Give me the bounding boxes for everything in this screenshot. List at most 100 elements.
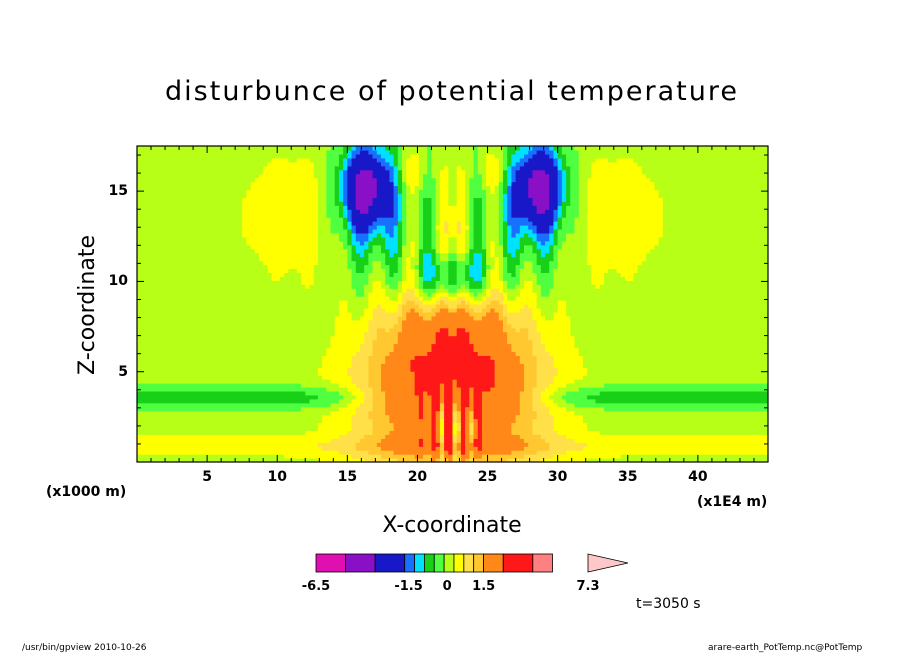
contour-cell <box>519 307 534 313</box>
contour-cell <box>431 418 437 424</box>
contour-cell <box>507 209 512 214</box>
contour-cell <box>418 217 424 222</box>
contour-cell <box>553 213 559 218</box>
contour-cell <box>498 193 504 198</box>
contour-cell <box>364 335 378 341</box>
contour-cell <box>267 161 315 167</box>
contour-cell <box>334 331 365 337</box>
contour-cell <box>570 185 580 191</box>
contour-cell <box>418 189 437 194</box>
contour-cell <box>502 248 508 254</box>
contour-cell <box>137 244 252 250</box>
contour-cell <box>402 161 407 167</box>
contour-cell <box>524 260 534 266</box>
contour-cell <box>439 185 449 191</box>
contour-cell <box>549 292 768 297</box>
contour-cell <box>448 165 458 171</box>
contour-cell <box>557 177 563 183</box>
contour-cell <box>452 410 458 416</box>
contour-cell <box>406 217 420 222</box>
contour-cell <box>465 236 470 242</box>
contour-cell <box>330 228 348 234</box>
contour-cell <box>372 426 395 431</box>
contour-cell <box>364 284 374 289</box>
colorbar-swatch <box>315 553 346 573</box>
contour-cell <box>549 201 559 206</box>
contour-cell <box>347 153 353 159</box>
contour-cell <box>507 256 521 262</box>
contour-cell <box>473 307 483 313</box>
contour-cell <box>553 414 584 420</box>
contour-cell <box>532 260 538 266</box>
contour-cell <box>372 430 390 435</box>
contour-cell <box>414 386 441 392</box>
contour-cell <box>402 240 407 246</box>
contour-cell <box>347 169 361 175</box>
contour-cell <box>608 268 618 273</box>
contour-cell <box>486 304 504 309</box>
contour-cell <box>452 383 458 388</box>
contour-cell <box>490 189 496 194</box>
contour-cell <box>439 221 445 226</box>
contour-cell <box>402 327 441 333</box>
contour-cell <box>452 438 458 443</box>
contour-cell <box>528 181 550 187</box>
contour-cell <box>469 331 508 337</box>
contour-cell <box>376 177 390 183</box>
contour-cell <box>658 189 768 194</box>
contour-cell <box>494 248 504 254</box>
contour-cell <box>444 442 454 447</box>
contour-cell <box>359 169 374 175</box>
contour-cell <box>486 221 500 226</box>
contour-cell <box>524 153 534 159</box>
contour-cell <box>536 410 550 416</box>
contour-cell <box>545 402 559 408</box>
contour-cell <box>418 272 424 277</box>
contour-cell <box>549 383 567 388</box>
contour-cell <box>418 173 424 179</box>
contour-cell <box>435 217 441 222</box>
contour-cell <box>553 363 584 368</box>
contour-cell <box>494 260 500 266</box>
contour-cell <box>406 189 412 194</box>
contour-cell <box>435 458 441 462</box>
contour-cell <box>431 197 437 202</box>
contour-cell <box>393 213 399 218</box>
contour-cell <box>427 161 433 167</box>
contour-cell <box>406 213 420 218</box>
contour-cell <box>334 181 340 187</box>
contour-cell <box>359 386 374 392</box>
contour-cell <box>553 268 592 273</box>
contour-cell <box>469 217 475 222</box>
contour-cell <box>343 205 348 210</box>
contour-cell <box>578 213 588 218</box>
contour-cell <box>578 181 588 187</box>
contour-cell <box>435 410 441 416</box>
contour-cell <box>502 228 508 234</box>
contour-cell <box>536 363 555 368</box>
contour-cell <box>326 169 336 175</box>
contour-cell <box>557 189 563 194</box>
contour-cell <box>435 189 441 194</box>
contour-cell <box>465 296 475 301</box>
contour-cell <box>469 268 483 273</box>
contour-cell <box>338 236 348 242</box>
contour-cell <box>448 189 458 194</box>
contour-cell <box>582 418 768 424</box>
contour-cell <box>536 371 559 376</box>
contour-cell <box>566 197 571 202</box>
contour-cell <box>385 157 395 163</box>
contour-cell <box>393 225 399 230</box>
contour-cell <box>553 272 592 277</box>
contour-cell <box>536 205 550 210</box>
contour-cell <box>460 426 466 431</box>
contour-cell <box>414 288 420 293</box>
contour-cell <box>473 418 479 424</box>
contour-cell <box>334 319 369 325</box>
contour-cell <box>397 169 403 175</box>
contour-cell <box>397 319 403 325</box>
contour-cell <box>364 331 378 337</box>
contour-cell <box>258 173 315 179</box>
contour-cell <box>481 252 487 258</box>
contour-cell <box>431 161 475 167</box>
